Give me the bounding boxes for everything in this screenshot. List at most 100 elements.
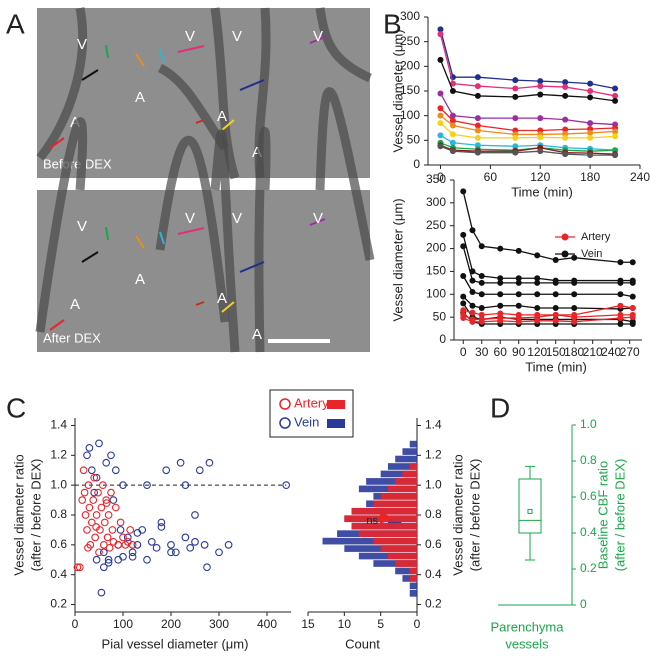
point [474, 92, 481, 99]
x-tick-label: 0 [414, 617, 421, 631]
y-tick-label: 300 [426, 195, 446, 209]
point [105, 543, 114, 552]
y-tick-label: 150 [400, 83, 420, 97]
image-label: V [232, 28, 242, 45]
annotation: ns [366, 515, 378, 527]
legend-label: Artery [581, 231, 611, 243]
point [587, 120, 594, 127]
vessel [36, 7, 88, 161]
point [497, 302, 504, 309]
y-tick-label: 1.4 [425, 418, 442, 432]
segment [135, 235, 145, 249]
point [571, 291, 578, 298]
x-tick-label: 210 [583, 345, 603, 359]
segment [105, 226, 109, 241]
y-axis-label: Vessel diameter (μm) [390, 29, 405, 152]
point [87, 466, 96, 475]
point [437, 26, 444, 33]
x-tick-label: 300 [209, 617, 229, 631]
image-label: A [135, 271, 145, 288]
bar [395, 567, 417, 575]
point [534, 305, 541, 311]
segment [195, 301, 205, 306]
y-axis-label: (after / before DEX) [28, 459, 43, 572]
point [612, 152, 619, 159]
point [85, 503, 94, 512]
bar [402, 470, 417, 478]
x-tick-label: 120 [527, 345, 547, 359]
point [108, 526, 117, 534]
bar [380, 545, 417, 552]
point [562, 79, 569, 86]
x-tick-label: 0 [460, 345, 467, 359]
legend-label: Artery [294, 395, 329, 410]
x-axis-label: Count [345, 636, 380, 651]
y-axis-label: (after / before DEX) [612, 459, 627, 572]
series-line [440, 107, 616, 132]
legend-label: Vein [581, 248, 602, 260]
point [469, 289, 476, 295]
point [478, 243, 485, 250]
point [91, 533, 100, 542]
point [224, 540, 233, 549]
series-line [439, 93, 616, 126]
point [449, 88, 456, 94]
y-tick-label: 0.6 [50, 537, 67, 551]
point [449, 117, 456, 124]
bar [409, 440, 417, 448]
point [85, 443, 94, 452]
point [78, 496, 87, 504]
point [497, 291, 504, 298]
x-tick-label: 0 [437, 170, 444, 184]
point [478, 273, 485, 279]
bar [409, 575, 417, 582]
x-axis-label: Time (min) [525, 359, 587, 374]
point [469, 227, 476, 234]
box [518, 478, 542, 534]
point [437, 143, 444, 150]
bar [358, 530, 417, 537]
point [460, 231, 467, 238]
series-line [462, 246, 633, 284]
point [133, 540, 142, 549]
panel-letter: C [6, 392, 26, 423]
mean [527, 508, 533, 514]
point [195, 466, 204, 475]
point [191, 538, 199, 546]
point [191, 511, 199, 519]
x-tick-label: 200 [161, 617, 181, 631]
point [92, 473, 101, 482]
point [119, 552, 127, 561]
x-tick-label: 5 [377, 617, 384, 631]
y-tick-label: 1.0 [50, 477, 67, 491]
x-axis-label: Parenchyma [491, 619, 565, 634]
segment [221, 119, 235, 131]
y-tick-label: 50 [407, 133, 421, 147]
point [167, 540, 175, 549]
point [497, 310, 504, 317]
bar [351, 507, 417, 515]
point [562, 92, 569, 99]
point [203, 563, 211, 572]
segment [159, 231, 165, 245]
series-line [440, 145, 616, 156]
point [512, 77, 519, 84]
y-tick-label: 200 [400, 59, 420, 73]
y-tick-label: 200 [426, 241, 446, 255]
point [92, 523, 100, 531]
image-background [37, 8, 370, 178]
y-tick-label: 50 [433, 309, 447, 323]
point [111, 466, 120, 475]
image-label: V [77, 36, 87, 53]
image-label: A [217, 108, 227, 125]
point [629, 259, 636, 266]
point [534, 317, 541, 324]
point [587, 129, 594, 136]
y-tick-label: 0.4 [425, 567, 442, 581]
y-tick-label: 0.8 [50, 507, 67, 521]
point [92, 555, 101, 564]
point [162, 466, 171, 475]
point [143, 481, 151, 490]
point [119, 481, 127, 490]
